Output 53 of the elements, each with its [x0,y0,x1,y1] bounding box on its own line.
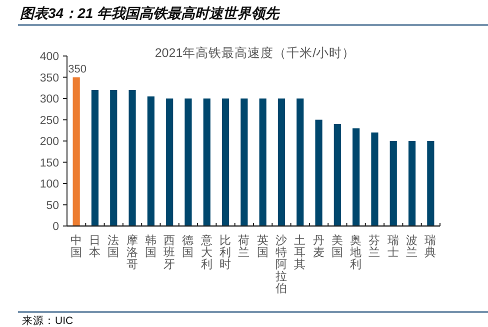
bar [296,98,304,226]
x-tick-label: 芬兰 [368,234,381,259]
y-tick-label: 100 [40,178,59,190]
bar [240,98,248,226]
x-tick-label: 西班牙 [164,234,176,271]
bar [334,124,341,226]
x-tick-label: 丹麦 [312,234,325,259]
x-tick-label: 瑞典 [424,234,437,259]
y-tick-label: 150 [40,157,59,170]
bar [427,141,434,226]
y-tick-label: 50 [46,200,59,212]
y-tick-label: 350 [40,72,59,84]
x-tick-label: 美国 [331,233,344,259]
bar [278,98,286,226]
x-tick-label: 荷兰 [238,234,250,259]
x-tick-label: 土耳其 [294,234,306,271]
bar [147,96,154,226]
y-tick-label: 400 [40,51,59,63]
y-tick-label: 250 [40,114,59,127]
bar [203,98,210,226]
bar [72,77,80,226]
x-tick-label: 比利时 [220,234,232,271]
x-tick-label: 中国 [70,234,82,259]
x-tick-label: 法国 [108,234,120,259]
x-tick-label: 摩洛哥 [126,233,138,271]
bar [390,141,397,226]
y-tick-label: 300 [40,94,59,106]
x-tick-label: 意大利 [200,234,213,271]
chart-subtitle: 2021年高铁最高速度（千米/小时） [154,45,356,60]
bar [352,128,360,226]
bar [222,98,230,226]
data-label: 350 [68,63,87,76]
bar [91,90,99,226]
y-tick-label: 0 [52,221,59,233]
bar [371,132,378,226]
x-tick-label: 沙特阿拉伯 [274,234,288,295]
y-tick-label: 200 [40,136,59,148]
bar [110,90,118,226]
x-tick-label: 韩国 [144,234,157,259]
x-tick-label: 英国 [256,234,269,259]
x-tick-label: 波兰 [406,234,418,259]
x-tick-label: 德国 [182,234,194,259]
x-tick-label: 日本 [88,234,101,259]
bar [315,120,322,226]
bar [166,98,174,226]
x-tick-label: 奥地利 [349,234,362,271]
chart-title: 图表34：21 年我国高铁最高时速世界领先 [20,5,282,21]
bar [128,90,136,226]
bar [408,141,416,226]
x-tick-label: 瑞士 [387,234,400,259]
bar [184,98,192,226]
bar [259,98,266,226]
source-note: 来源：UIC [22,314,74,327]
